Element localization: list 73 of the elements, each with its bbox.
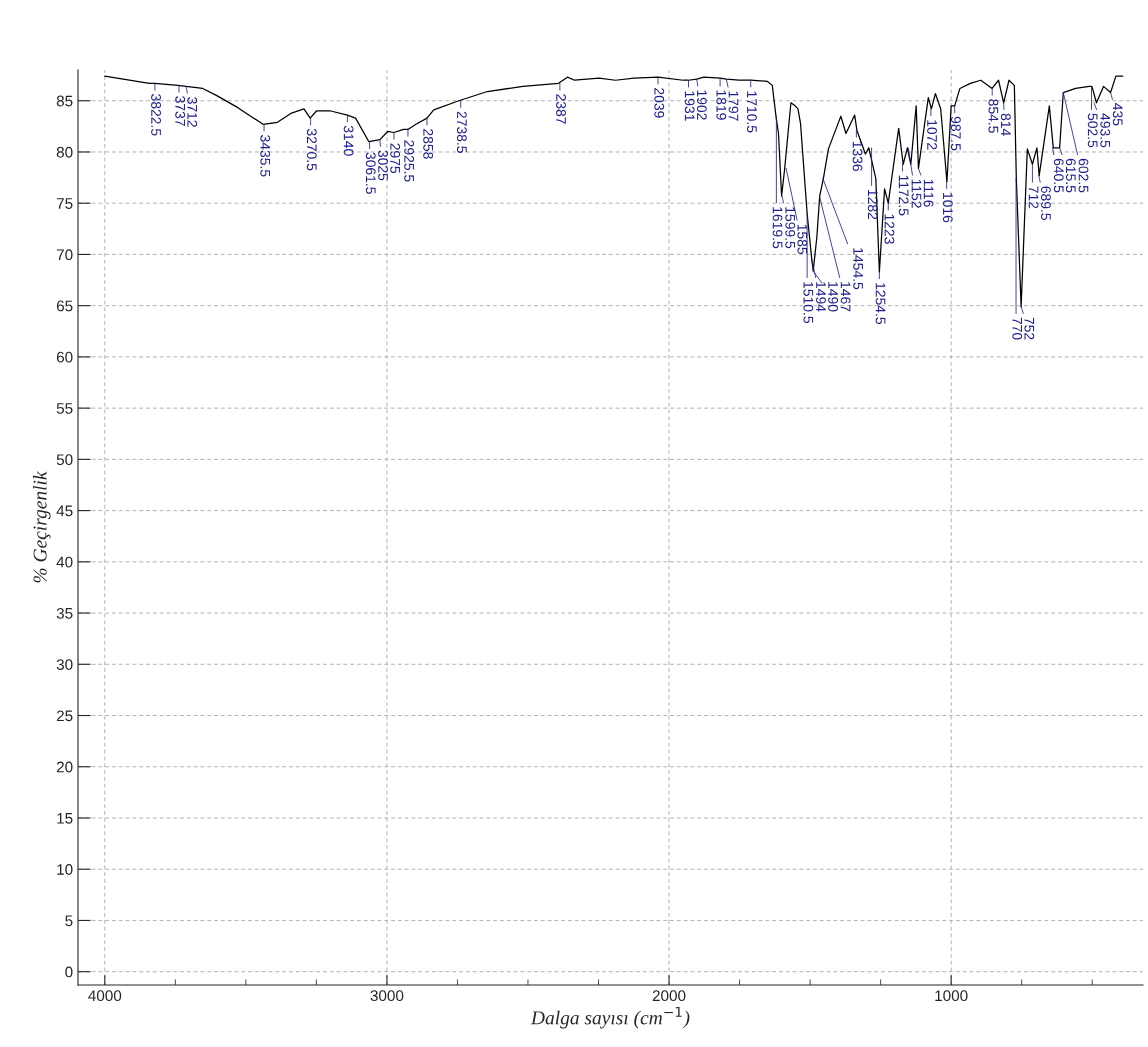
annotation: 1116	[923, 179, 934, 207]
annotation: 1223	[884, 214, 895, 244]
annotation: 1585	[797, 224, 808, 255]
annotation: 712	[1028, 186, 1039, 209]
annotation: 1619.5	[772, 207, 783, 249]
annotation: 3140	[343, 125, 354, 156]
y-tick-label: 65	[56, 300, 73, 312]
annotation: 2925.5	[404, 140, 415, 182]
x-tick-label: 4000	[88, 990, 122, 1002]
annotation: 640.5	[1053, 158, 1064, 193]
y-tick-label: 5	[65, 915, 73, 927]
annotation: 493.5	[1100, 113, 1111, 148]
y-tick-label: 60	[56, 351, 73, 363]
annotation: 2387	[556, 94, 566, 124]
y-tick-label: 25	[56, 710, 73, 722]
y-tick-label: 55	[56, 403, 73, 414]
annotation: 1254.5	[875, 283, 886, 324]
annotation: 1494	[816, 282, 826, 312]
annotation: 689.5	[1041, 186, 1051, 220]
y-tick-label: 35	[56, 607, 73, 619]
y-tick-label: 0	[65, 966, 73, 978]
y-tick-label: 30	[56, 659, 73, 670]
annotation: 1931	[684, 91, 695, 121]
annotation: 1902	[696, 90, 707, 120]
annotation: 3025	[378, 150, 388, 181]
annotation: 1467	[840, 282, 851, 312]
annotation: 502.5	[1087, 113, 1098, 148]
annotation: 3435.5	[260, 135, 271, 177]
annotation: 1072	[927, 120, 937, 150]
annotation: 1710.5	[746, 91, 757, 133]
annotation: 3737	[175, 96, 186, 126]
annotation: 1172.5	[898, 175, 909, 216]
y-tick-label: 50	[56, 454, 73, 466]
annotation: 3822.5	[151, 94, 161, 136]
annotation: 602.5	[1078, 158, 1089, 193]
y-axis-title: % Geçirgenlik	[32, 471, 51, 583]
y-tick-label: 40	[56, 556, 73, 568]
y-tick-label: 15	[57, 813, 73, 824]
annotation: 814	[1000, 113, 1011, 136]
x-tick-label: 3000	[370, 990, 404, 1002]
annotation: 615.5	[1065, 158, 1076, 193]
annotation: 2039	[654, 88, 665, 118]
y-tick-label: 85	[56, 95, 73, 107]
annotation: 752	[1024, 317, 1035, 340]
annotation: 3061.5	[365, 152, 376, 194]
y-tick-label: 75	[56, 198, 73, 209]
annotation: 1797	[728, 91, 739, 121]
y-tick-label: 70	[56, 249, 73, 261]
y-tick-label: 45	[56, 505, 73, 517]
annotation: 2738.5	[456, 111, 467, 153]
annotation: 1454.5	[853, 248, 863, 290]
x-tick-label: 1000	[935, 990, 968, 1002]
annotation: 1819	[716, 90, 727, 120]
annotation: 3712	[187, 97, 198, 127]
annotation: 1016	[942, 192, 953, 223]
annotation: 1282	[867, 189, 878, 220]
annotation: 1510.5	[803, 282, 814, 323]
y-tick-label: 20	[56, 761, 73, 773]
y-tick-label: 80	[56, 146, 73, 158]
annotation: 1490	[828, 282, 839, 312]
annotation: 435	[1112, 103, 1123, 126]
annotation: 1336	[852, 141, 863, 171]
annotation: 3270.5	[306, 128, 317, 171]
annotation: 1599.5	[785, 207, 796, 249]
y-tick-label: 10	[57, 864, 73, 875]
annotation: 2858	[423, 129, 434, 159]
annotation: 2975	[390, 143, 401, 174]
annotation: 1152	[911, 179, 922, 208]
annotation: 770	[1012, 317, 1023, 340]
x-axis-title: Dalga sayısı (cm$^{−1}$)	[530, 1006, 690, 1029]
annotation: 854.5	[988, 99, 999, 133]
annotation: 987.5	[950, 116, 961, 151]
x-tick-label: 2000	[652, 990, 686, 1002]
